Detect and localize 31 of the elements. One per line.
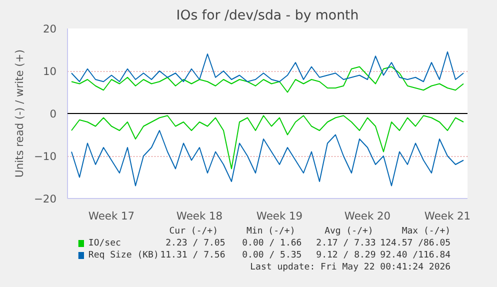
y-tick-label: 10 <box>42 65 57 78</box>
y-axis-title: Units read (-) / write (+) <box>13 50 26 178</box>
text: 9.12 / 8.29 <box>316 250 376 260</box>
text: 92.40 /116.84 <box>380 250 451 260</box>
text: Avg (-/+) <box>324 226 374 236</box>
x-tick-label: Week 19 <box>256 210 303 222</box>
y-tick-label: −10 <box>34 150 57 163</box>
text: Cur (-/+) <box>169 226 218 236</box>
text: 0.00 / 1.66 <box>242 238 302 248</box>
text: 2.23 / 7.05 <box>166 238 226 248</box>
line-series <box>71 115 464 170</box>
text: 0.00 / 5.35 <box>242 250 302 260</box>
text: 124.57 /86.05 <box>380 238 451 248</box>
text: Max (-/+) <box>402 226 451 236</box>
x-tick-label: Week 21 <box>424 210 471 222</box>
y-tick-label: −20 <box>34 192 57 206</box>
x-tick-label: Week 18 <box>176 210 223 222</box>
legend-label: Req Size (KB) <box>88 250 159 260</box>
chart-title: IOs for /dev/sda - by month <box>176 8 359 24</box>
line-series <box>71 130 464 186</box>
x-tick-label: Week 20 <box>344 210 391 222</box>
text: 11.31 / 7.56 <box>160 250 226 260</box>
x-tick-label: Week 17 <box>88 210 135 222</box>
line-series <box>71 66 464 93</box>
text: 2.17 / 7.33 <box>316 238 376 248</box>
y-tick-label: 20 <box>42 22 57 36</box>
y-tick-label: 0 <box>50 108 57 120</box>
text: Min (-/+) <box>246 226 296 236</box>
legend-label: IO/sec <box>88 238 121 248</box>
line-series <box>71 51 464 82</box>
text: Last update: Fri May 22 00:41:24 2026 <box>250 262 451 272</box>
